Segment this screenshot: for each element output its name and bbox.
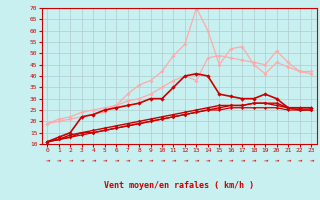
Text: ↗: ↗ bbox=[204, 156, 212, 164]
Text: ↗: ↗ bbox=[78, 156, 85, 164]
Text: ↗: ↗ bbox=[273, 156, 280, 164]
Text: ↗: ↗ bbox=[147, 156, 154, 164]
Text: ↗: ↗ bbox=[90, 156, 97, 164]
Text: ↗: ↗ bbox=[55, 156, 62, 164]
Text: ↗: ↗ bbox=[308, 156, 315, 164]
Text: ↗: ↗ bbox=[250, 156, 257, 164]
Text: ↗: ↗ bbox=[170, 156, 177, 164]
Text: ↗: ↗ bbox=[296, 156, 303, 164]
Text: ↗: ↗ bbox=[227, 156, 235, 164]
Text: ↗: ↗ bbox=[101, 156, 108, 164]
Text: ↗: ↗ bbox=[44, 156, 51, 164]
Text: ↗: ↗ bbox=[239, 156, 246, 164]
Text: ↗: ↗ bbox=[113, 156, 120, 164]
Text: ↗: ↗ bbox=[158, 156, 166, 164]
Text: ↗: ↗ bbox=[193, 156, 200, 164]
Text: ↗: ↗ bbox=[216, 156, 223, 164]
Text: ↗: ↗ bbox=[284, 156, 292, 164]
Text: ↗: ↗ bbox=[135, 156, 143, 164]
Text: ↗: ↗ bbox=[261, 156, 269, 164]
Text: ↗: ↗ bbox=[181, 156, 188, 164]
Text: ↗: ↗ bbox=[67, 156, 74, 164]
Text: Vent moyen/en rafales ( km/h ): Vent moyen/en rafales ( km/h ) bbox=[104, 182, 254, 190]
Text: ↗: ↗ bbox=[124, 156, 131, 164]
